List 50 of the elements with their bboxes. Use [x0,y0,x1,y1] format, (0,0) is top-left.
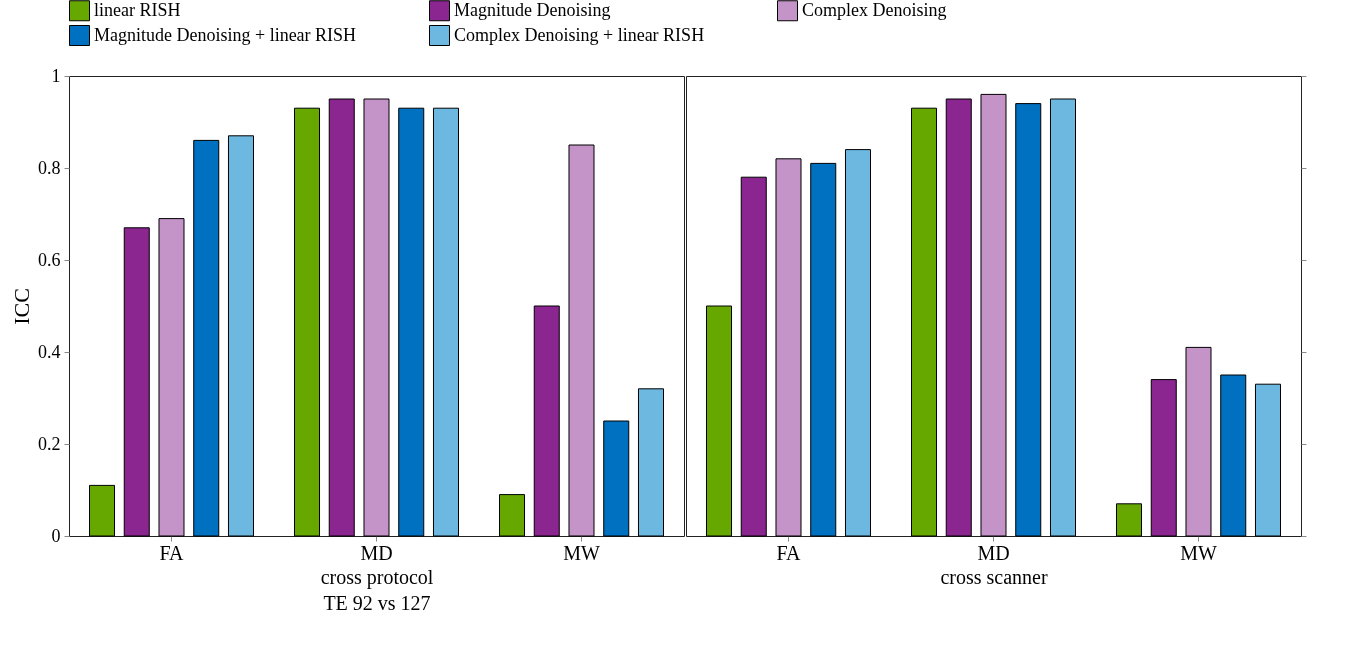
bar [398,107,425,537]
y-tick-label: 0.4 [38,341,61,362]
bar [775,158,802,537]
x-tick-label: MD [977,541,1010,564]
x-tick-label: MW [1180,541,1217,564]
legend-label: Complex Denoising + linear RISH [454,24,705,45]
bar [1049,98,1076,537]
bar [1254,383,1281,537]
bar [603,420,630,537]
bar [89,484,116,537]
y-tick-label: 0 [51,525,61,546]
bar [123,227,150,537]
y-axis-title: ICC [9,288,34,325]
x-tick-label: MW [563,541,600,564]
bar [227,135,254,537]
bar [706,305,733,537]
bar [637,388,664,537]
bar [740,176,767,537]
x-axis-title: cross scanner [940,565,1048,588]
legend-label: linear RISH [94,0,181,20]
x-tick-label: FA [159,541,185,564]
x-axis-title: cross protocol TE 92 vs 127 [320,565,434,614]
x-tick-label: MD [360,541,393,564]
bar [568,144,595,537]
bar [945,98,972,537]
bar [1116,503,1143,537]
bar [911,107,938,537]
bar [328,98,355,537]
bar [499,494,526,537]
y-tick-label: 1 [51,65,61,86]
legend-label: Magnitude Denoising [454,0,611,20]
bar [1015,103,1042,537]
bar [158,218,185,537]
bar [844,149,871,537]
y-tick-label: 0.8 [38,157,61,178]
x-tick-label: FA [776,541,802,564]
y-tick-label: 0.2 [38,433,61,454]
y-tick-label: 0.6 [38,249,61,270]
bar [533,305,560,537]
bar [432,107,459,537]
bar [1150,379,1177,537]
bar [363,98,390,537]
legend-label: Magnitude Denoising + linear RISH [94,24,357,45]
bar [1185,346,1212,537]
bar [980,93,1007,537]
bar [810,162,837,537]
bar [193,139,220,537]
legend-label: Complex Denoising [802,0,947,20]
bar [294,107,321,537]
bar [1220,374,1247,537]
